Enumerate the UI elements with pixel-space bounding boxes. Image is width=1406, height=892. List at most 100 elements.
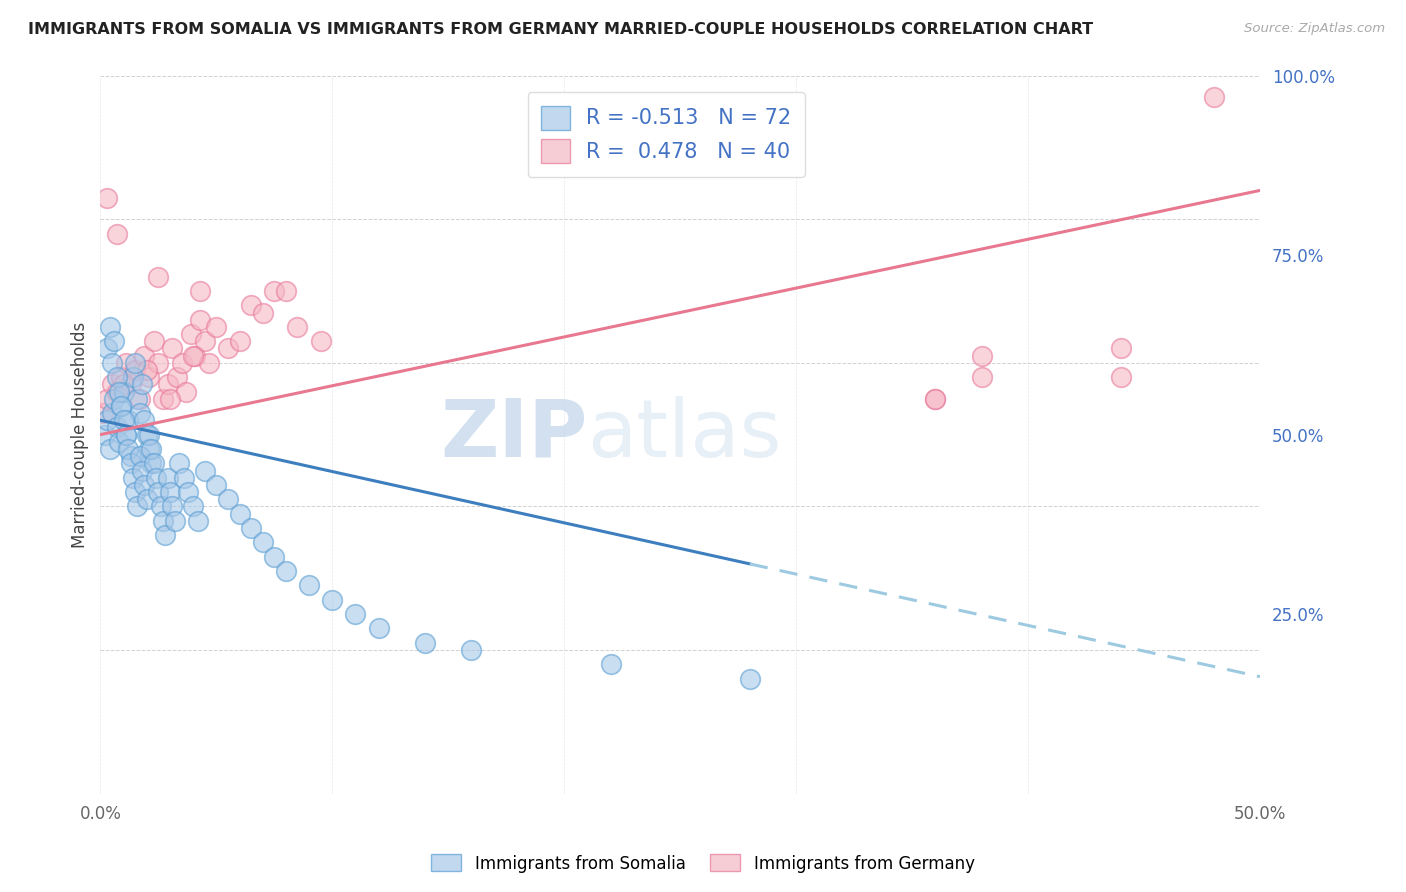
Point [135, 363, 157, 377]
Text: IMMIGRANTS FROM SOMALIA VS IMMIGRANTS FROM GERMANY MARRIED-COUPLE HOUSEHOLDS COR: IMMIGRANTS FROM SOMALIA VS IMMIGRANTS FR… [28, 22, 1094, 37]
Point [181, 500, 204, 514]
Point [1109, 342, 1132, 356]
Point [96, 342, 118, 356]
Point [188, 284, 211, 298]
Point [131, 463, 153, 477]
Point [152, 514, 174, 528]
Text: ZIP: ZIP [440, 395, 588, 474]
Legend: Immigrants from Somalia, Immigrants from Germany: Immigrants from Somalia, Immigrants from… [425, 847, 981, 880]
Point [263, 284, 285, 298]
Text: atlas: atlas [588, 395, 782, 474]
Point [198, 356, 221, 370]
Point [103, 392, 125, 406]
Point [138, 427, 160, 442]
Point [135, 492, 157, 507]
Point [217, 342, 239, 356]
Point [142, 334, 165, 349]
Point [105, 384, 128, 399]
Point [460, 643, 482, 657]
Text: Source: ZipAtlas.com: Source: ZipAtlas.com [1244, 22, 1385, 36]
Point [120, 449, 142, 463]
Point [115, 356, 138, 370]
Point [228, 507, 250, 521]
Point [128, 449, 150, 463]
Point [148, 356, 170, 370]
Point [134, 478, 156, 492]
Point [112, 377, 135, 392]
Point [217, 492, 239, 507]
Point [138, 370, 160, 384]
Point [599, 657, 621, 672]
Point [135, 427, 157, 442]
Point [138, 442, 160, 456]
Point [120, 456, 142, 470]
Point [298, 578, 321, 592]
Point [240, 521, 263, 535]
Point [240, 298, 263, 312]
Point [367, 622, 389, 636]
Point [738, 672, 761, 686]
Point [124, 363, 146, 377]
Point [110, 399, 132, 413]
Point [970, 349, 993, 363]
Point [148, 485, 170, 500]
Point [924, 392, 946, 406]
Point [188, 312, 211, 326]
Point [170, 356, 193, 370]
Point [1109, 370, 1132, 384]
Point [103, 334, 125, 349]
Point [194, 334, 217, 349]
Point [108, 434, 131, 449]
Point [287, 319, 309, 334]
Point [91, 406, 114, 420]
Point [105, 420, 128, 434]
Point [131, 377, 153, 392]
Point [344, 607, 367, 621]
Point [274, 284, 297, 298]
Point [155, 528, 177, 542]
Point [124, 485, 146, 500]
Point [159, 392, 181, 406]
Point [149, 500, 172, 514]
Point [162, 500, 184, 514]
Point [159, 485, 181, 500]
Point [156, 377, 179, 392]
Point [309, 334, 332, 349]
Point [96, 191, 118, 205]
Point [115, 427, 138, 442]
Point [228, 334, 250, 349]
Point [970, 370, 993, 384]
Point [142, 456, 165, 470]
Point [112, 413, 135, 427]
Point [187, 514, 209, 528]
Point [162, 342, 184, 356]
Point [152, 392, 174, 406]
Point [128, 392, 150, 406]
Point [274, 564, 297, 578]
Point [166, 370, 188, 384]
Point [145, 471, 167, 485]
Point [105, 227, 128, 241]
Point [101, 377, 124, 392]
Point [263, 549, 285, 564]
Point [128, 406, 150, 420]
Point [110, 399, 132, 413]
Point [110, 370, 132, 384]
Point [120, 377, 142, 392]
Point [167, 456, 190, 470]
Point [96, 413, 118, 427]
Point [321, 592, 343, 607]
Point [105, 370, 128, 384]
Point [127, 500, 149, 514]
Point [101, 406, 124, 420]
Point [1202, 90, 1225, 104]
Point [134, 413, 156, 427]
Point [205, 319, 228, 334]
Point [98, 319, 121, 334]
Legend: R = -0.513   N = 72, R =  0.478   N = 40: R = -0.513 N = 72, R = 0.478 N = 40 [527, 93, 804, 177]
Point [194, 463, 217, 477]
Point [101, 356, 124, 370]
Point [205, 478, 228, 492]
Point [96, 392, 118, 406]
Point [141, 442, 163, 456]
